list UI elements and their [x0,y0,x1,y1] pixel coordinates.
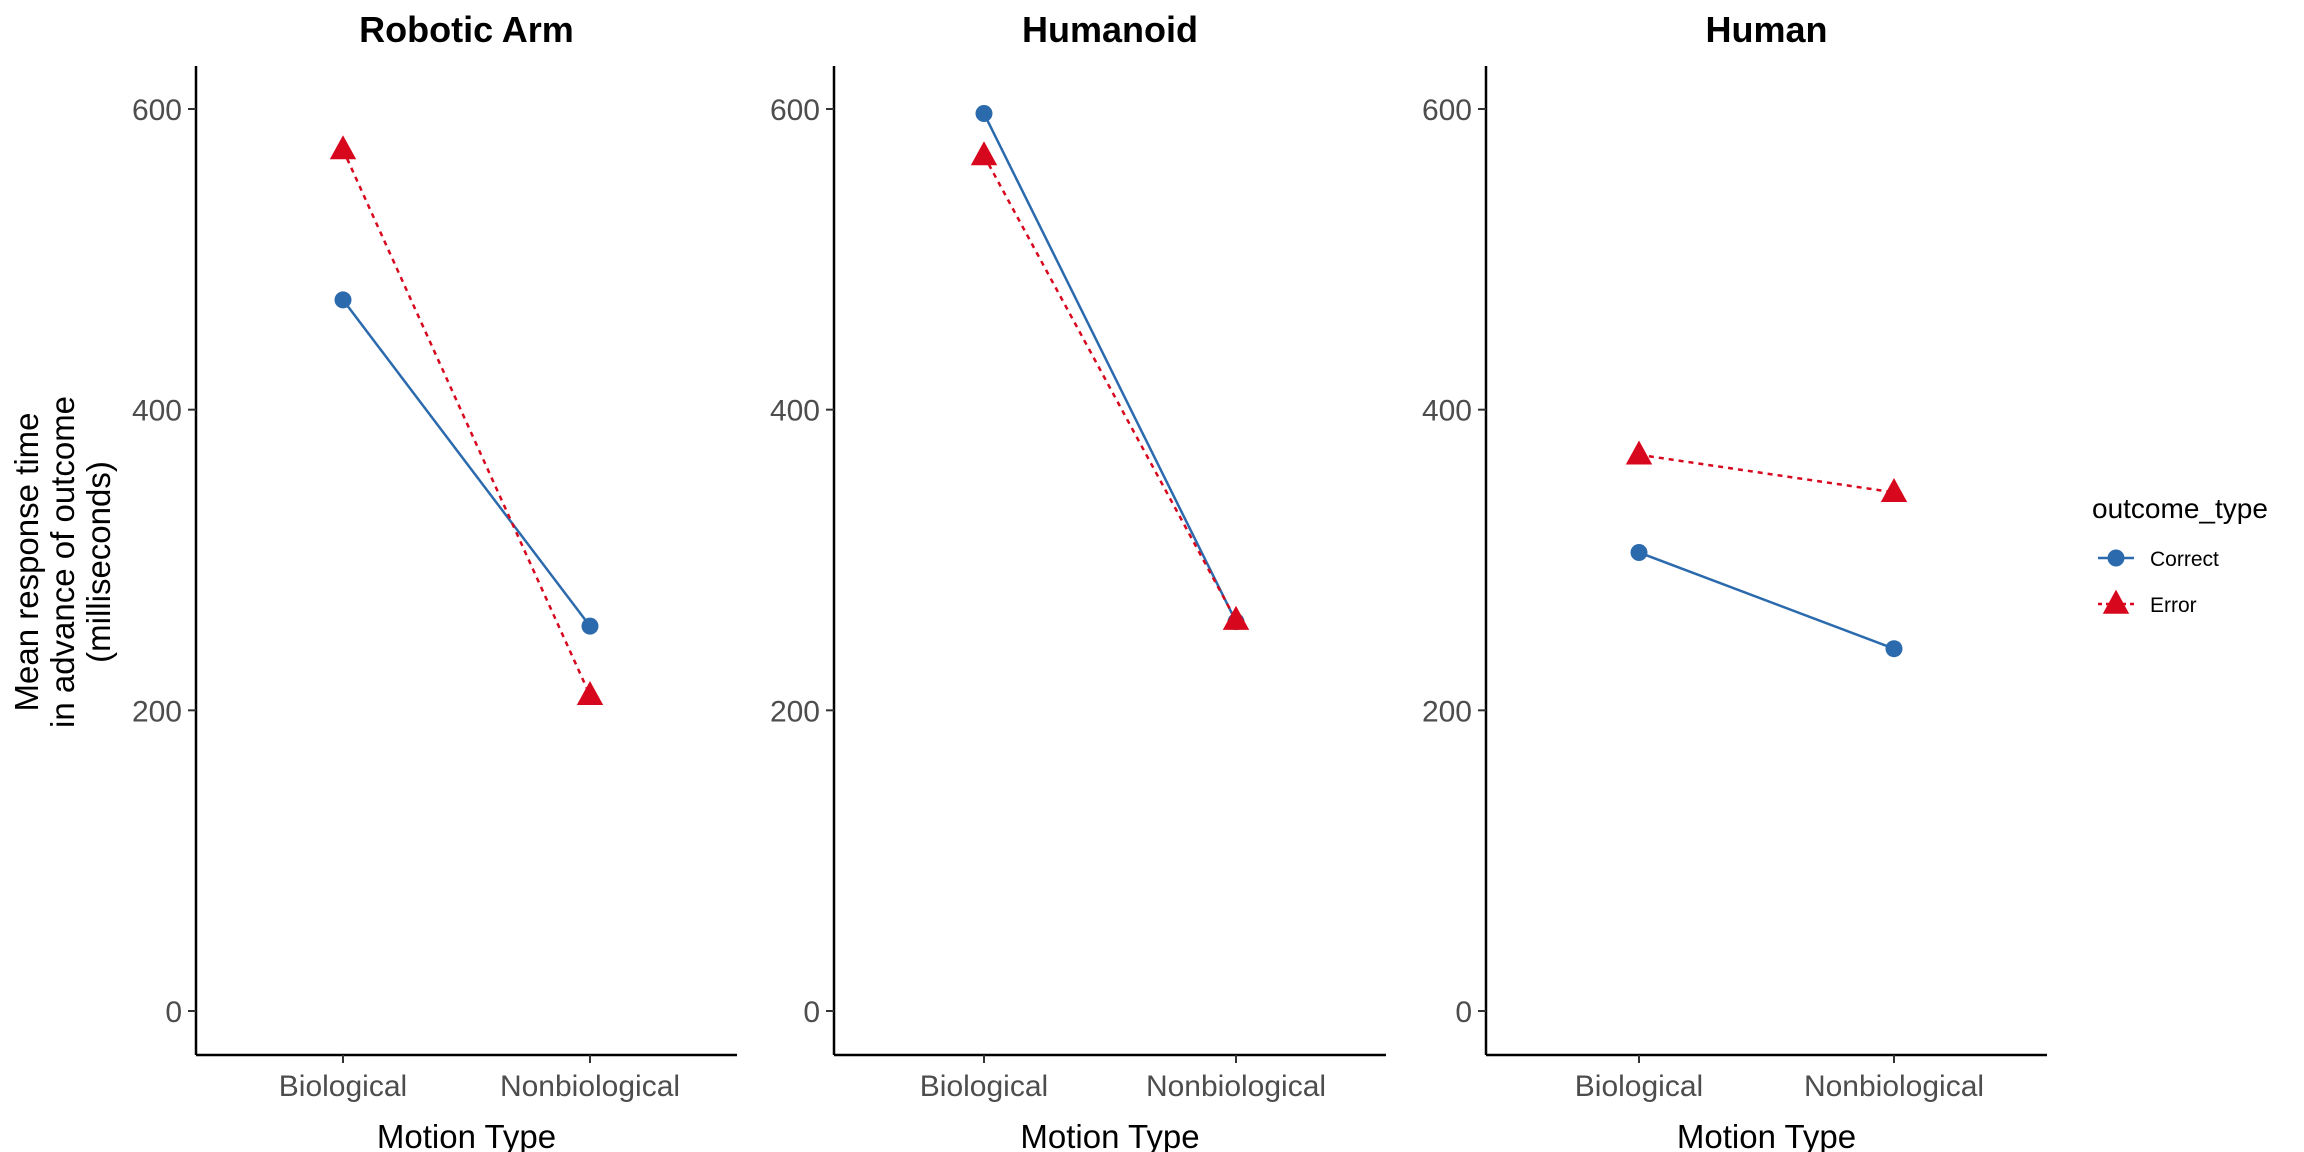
x-tick-label: Nonbiological [500,1070,680,1103]
legend-label: Correct [2150,548,2219,571]
y-axis-title-line: (milliseconds) [80,461,117,663]
data-point-error [1625,440,1653,465]
series-line-error [982,155,1238,621]
y-tick-label: 600 [1422,94,1472,127]
panel-title: Robotic Arm [359,9,574,50]
panel-robotic-arm: Robotic Arm 0 200 400 600 Biological Nonbiolog… [132,9,737,1152]
y-tick-label: 0 [1455,996,1472,1029]
data-point-correct [581,617,599,635]
panel-title: Humanoid [1022,9,1198,50]
data-point-error [576,680,604,706]
series-line-error [1638,453,1895,494]
y-axis-title-line: Mean response time [8,413,45,712]
data-point-correct [334,291,352,309]
y-tick-label: 0 [165,996,182,1029]
legend-entry-correct: Correct [2098,548,2219,571]
data-point-error [1222,605,1250,630]
y-tick-label: 200 [132,695,182,728]
series-line-correct [1638,551,1895,650]
data-point-error [970,141,998,166]
y-tick-label: 0 [803,996,820,1029]
data-point-correct [1630,543,1648,561]
series-line-correct [982,112,1238,623]
y-tick-label: 200 [770,695,820,728]
legend-marker-correct [2107,549,2125,567]
x-tick-label: Biological [279,1070,407,1103]
x-tick-label: Nonbiological [1804,1070,1984,1103]
data-point-correct [975,105,993,123]
y-tick-label: 400 [1422,395,1472,428]
x-tick-label: Biological [1575,1070,1703,1103]
y-tick-label: 400 [770,395,820,428]
y-tick-label: 200 [1422,695,1472,728]
x-axis-title: Motion Type [1020,1118,1199,1152]
panel-humanoid: Humanoid 0 200 400 600 Biological Nonbiologica… [770,9,1386,1152]
legend: outcome_type Correct Error [2092,493,2268,617]
legend-label: Error [2150,594,2197,617]
legend-title: outcome_type [2092,493,2268,524]
x-tick-label: Nonbiological [1146,1070,1326,1103]
y-tick-label: 600 [132,94,182,127]
x-tick-label: Biological [920,1070,1048,1103]
y-axis-title-line: in advance of outcome [44,396,81,728]
panels: Robotic Arm 0 200 400 600 Biological Nonbiolog… [132,9,2047,1152]
y-axis-title: Mean response time in advance of outcome(… [8,396,117,728]
data-point-correct [1885,640,1903,658]
series-line-correct [342,299,591,627]
legend-entry-error: Error [2098,589,2197,617]
x-axis-title: Motion Type [377,1118,556,1152]
legend-marker-error [2102,589,2130,614]
panel-human: Human 0 200 400 600 Biological Nonbiological Mo… [1422,9,2047,1152]
panel-title: Human [1705,9,1827,50]
data-point-error [329,135,357,160]
x-axis-title: Motion Type [1677,1118,1856,1152]
data-point-error [1880,478,1908,503]
y-tick-label: 600 [770,94,820,127]
y-tick-label: 400 [132,395,182,428]
series-line-error [341,149,592,696]
